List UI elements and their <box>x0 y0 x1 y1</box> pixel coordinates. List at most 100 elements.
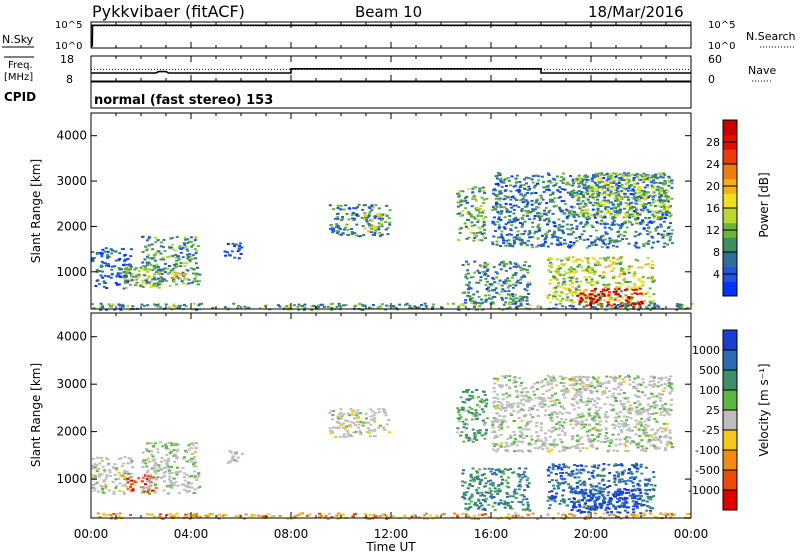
velocity-cell <box>601 382 605 385</box>
power-cell <box>484 277 488 280</box>
power-cell <box>189 236 193 239</box>
power-cell <box>586 257 590 260</box>
velocity-cell <box>558 438 562 441</box>
velocity-cell <box>535 388 539 391</box>
power-cell <box>344 204 348 207</box>
date-label: 18/Mar/2016 <box>588 3 684 21</box>
power-cell <box>179 265 182 268</box>
power-cell <box>609 193 613 196</box>
power-cell <box>604 286 607 289</box>
velocity-cell <box>352 431 356 434</box>
velocity-cell <box>464 493 468 496</box>
power-cell <box>593 187 597 190</box>
velocity-cell <box>126 478 130 481</box>
velocity-cell <box>535 421 539 424</box>
velocity-cell <box>550 394 554 397</box>
power-cell <box>645 229 649 232</box>
velocity-cell <box>506 501 510 504</box>
velocity-cell <box>575 380 579 382</box>
velocity-cell <box>505 493 509 495</box>
power-cell <box>586 186 590 189</box>
velocity-cell <box>475 489 479 492</box>
power-cell <box>618 173 622 176</box>
velocity-cell <box>477 396 480 399</box>
power-cell <box>155 270 159 273</box>
velocity-cell <box>468 406 472 409</box>
velocity-cell <box>493 377 497 380</box>
velocity-cell <box>498 385 502 388</box>
power-cell <box>303 306 307 309</box>
velocity-cell <box>558 450 562 453</box>
power-cell <box>534 184 537 187</box>
velocity-cell <box>475 389 479 391</box>
power-cell <box>185 248 189 251</box>
power-cell <box>595 204 599 207</box>
power-cell <box>503 227 507 230</box>
velocity-cell <box>480 479 484 481</box>
velocity-cell <box>190 447 193 449</box>
velocity-cell <box>371 410 375 413</box>
velocity-cell <box>565 411 569 414</box>
velocity-cell <box>109 475 113 478</box>
velocity-cell <box>153 482 157 485</box>
velocity-cell <box>622 402 626 405</box>
velocity-cell <box>596 385 600 387</box>
velocity-cell <box>581 415 585 418</box>
velocity-cell <box>529 435 533 438</box>
power-cell <box>586 222 589 225</box>
power-cell <box>335 305 339 308</box>
power-cell <box>163 250 167 252</box>
power-cell <box>604 231 608 234</box>
power-cell <box>505 234 509 236</box>
power-cell <box>159 258 163 261</box>
power-cell <box>595 221 599 224</box>
velocity-cell <box>383 411 387 414</box>
power-cell <box>624 220 628 223</box>
power-cell <box>567 256 571 259</box>
velocity-cell <box>236 456 240 459</box>
velocity-cell <box>506 469 510 471</box>
velocity-cell <box>575 439 579 441</box>
velocity-cell <box>481 409 485 412</box>
velocity-cell <box>111 481 115 483</box>
power-cell <box>489 284 493 287</box>
velocity-cell <box>574 424 578 427</box>
velocity-cell <box>111 466 115 469</box>
power-cell <box>367 224 371 227</box>
power-cell <box>545 188 548 191</box>
velocity-cell <box>592 377 596 380</box>
velocity-cell <box>100 460 104 462</box>
velocity-cell <box>656 385 660 388</box>
power-cell <box>620 223 624 225</box>
power-cell <box>192 268 196 270</box>
power-cell <box>135 283 138 285</box>
power-cell <box>593 270 597 273</box>
velocity-cell <box>458 417 462 420</box>
velocity-cell <box>475 470 479 473</box>
velocity-cell <box>506 449 510 452</box>
velocity-cell <box>520 408 524 411</box>
power-cell <box>614 297 618 300</box>
power-cell <box>234 243 238 246</box>
power-cell <box>186 242 190 245</box>
power-cell <box>156 239 160 242</box>
velocity-cell <box>589 389 593 392</box>
power-cell <box>486 289 490 292</box>
velocity-cell <box>104 457 108 460</box>
velocity-cell <box>470 391 474 394</box>
power-cell <box>658 205 662 208</box>
velocity-cell <box>114 486 118 489</box>
power-cell <box>590 214 594 217</box>
power-cell <box>367 215 371 217</box>
power-cell <box>371 233 375 236</box>
power-cell <box>614 205 618 208</box>
power-cell <box>572 268 576 271</box>
power-cell <box>470 300 474 302</box>
power-cell <box>479 205 483 207</box>
power-cell <box>579 294 583 297</box>
velocity-cell <box>511 471 515 474</box>
power-cell <box>557 269 561 272</box>
velocity-cell <box>555 492 559 495</box>
power-cell <box>610 177 614 180</box>
velocity-cell <box>515 440 519 443</box>
